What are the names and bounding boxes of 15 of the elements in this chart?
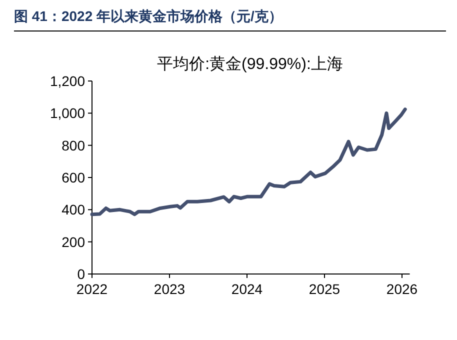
y-tick-label: 600 xyxy=(62,170,86,186)
x-tick-label: 2024 xyxy=(231,281,263,297)
y-tick-label: 0 xyxy=(77,266,86,282)
y-tick-label: 400 xyxy=(62,202,86,218)
y-tick-label: 1,200 xyxy=(50,73,86,89)
chart-title: 图 41：2022 年以来黄金市场价格（元/克） xyxy=(14,8,282,24)
chart-subtitle: 平均价:黄金(99.99%):上海 xyxy=(157,55,343,73)
x-tick-label: 2025 xyxy=(308,281,340,297)
line-series xyxy=(90,108,407,216)
x-tick-label: 2026 xyxy=(386,281,418,297)
y-tick-label: 200 xyxy=(62,234,86,250)
y-tick-label: 1,000 xyxy=(50,105,86,122)
x-tick-label: 2023 xyxy=(154,281,186,297)
x-tick-label: 2022 xyxy=(76,281,108,297)
y-tick-label: 800 xyxy=(62,137,86,154)
